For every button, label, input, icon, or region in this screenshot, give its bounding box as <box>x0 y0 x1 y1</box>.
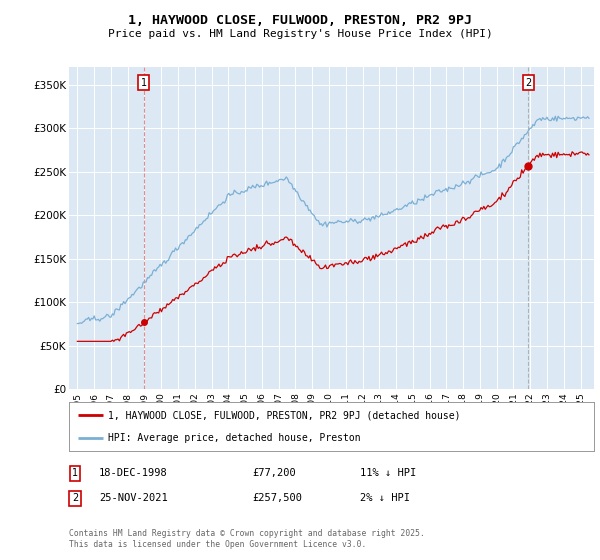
Text: HPI: Average price, detached house, Preston: HPI: Average price, detached house, Pres… <box>109 433 361 444</box>
Text: 2% ↓ HPI: 2% ↓ HPI <box>360 493 410 503</box>
Text: 2: 2 <box>525 78 531 88</box>
Text: 1: 1 <box>72 468 78 478</box>
Text: £77,200: £77,200 <box>252 468 296 478</box>
Text: 1: 1 <box>141 78 147 88</box>
Text: Price paid vs. HM Land Registry's House Price Index (HPI): Price paid vs. HM Land Registry's House … <box>107 29 493 39</box>
Text: 18-DEC-1998: 18-DEC-1998 <box>99 468 168 478</box>
Text: 2: 2 <box>72 493 78 503</box>
Text: 25-NOV-2021: 25-NOV-2021 <box>99 493 168 503</box>
Text: 1, HAYWOOD CLOSE, FULWOOD, PRESTON, PR2 9PJ: 1, HAYWOOD CLOSE, FULWOOD, PRESTON, PR2 … <box>128 14 472 27</box>
Text: £257,500: £257,500 <box>252 493 302 503</box>
Text: 1, HAYWOOD CLOSE, FULWOOD, PRESTON, PR2 9PJ (detached house): 1, HAYWOOD CLOSE, FULWOOD, PRESTON, PR2 … <box>109 410 461 421</box>
Text: 11% ↓ HPI: 11% ↓ HPI <box>360 468 416 478</box>
Text: Contains HM Land Registry data © Crown copyright and database right 2025.
This d: Contains HM Land Registry data © Crown c… <box>69 529 425 549</box>
